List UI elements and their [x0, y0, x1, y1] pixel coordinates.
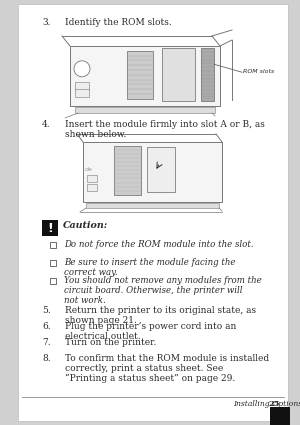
Bar — [70, 46, 220, 106]
Text: 8.: 8. — [42, 354, 51, 363]
Bar — [75, 107, 215, 113]
Text: ROM slots: ROM slots — [243, 69, 274, 74]
Text: Insert the module firmly into slot A or B, as: Insert the module firmly into slot A or … — [65, 120, 265, 129]
Bar — [114, 146, 141, 195]
Bar — [75, 89, 89, 97]
Text: Plug the printer’s power cord into an: Plug the printer’s power cord into an — [65, 322, 236, 331]
Bar — [270, 407, 290, 425]
Bar — [83, 142, 222, 202]
Bar — [200, 48, 214, 101]
Bar — [86, 203, 219, 208]
Circle shape — [74, 61, 90, 77]
Text: Installing Options: Installing Options — [233, 400, 300, 408]
Text: circuit board. Otherwise, the printer will: circuit board. Otherwise, the printer wi… — [64, 286, 242, 295]
Text: Be sure to insert the module facing the: Be sure to insert the module facing the — [64, 258, 236, 267]
Text: de: de — [85, 167, 93, 172]
Bar — [147, 147, 175, 192]
Bar — [50, 242, 56, 248]
Bar — [42, 220, 58, 236]
Bar — [161, 48, 194, 101]
Text: 5.: 5. — [42, 306, 51, 315]
Text: shown below.: shown below. — [65, 130, 126, 139]
Bar — [87, 175, 97, 182]
Text: Turn on the printer.: Turn on the printer. — [65, 338, 156, 347]
Text: not work.: not work. — [64, 296, 106, 305]
Text: shown page 21.: shown page 21. — [65, 316, 137, 325]
Text: correct way.: correct way. — [64, 268, 118, 277]
Text: 3.: 3. — [42, 18, 50, 27]
Text: To confirm that the ROM module is installed: To confirm that the ROM module is instal… — [65, 354, 269, 363]
Bar — [75, 82, 89, 90]
Text: 4.: 4. — [42, 120, 51, 129]
Text: 25: 25 — [268, 400, 280, 408]
Text: !: ! — [47, 221, 53, 235]
Bar — [127, 51, 152, 99]
Text: 6.: 6. — [42, 322, 51, 331]
Bar — [87, 184, 97, 191]
Text: Return the printer to its original state, as: Return the printer to its original state… — [65, 306, 256, 315]
Text: Caution:: Caution: — [63, 221, 108, 230]
Text: electrical outlet.: electrical outlet. — [65, 332, 141, 341]
Text: 7.: 7. — [42, 338, 51, 347]
Text: “Printing a status sheet” on page 29.: “Printing a status sheet” on page 29. — [65, 374, 235, 383]
Text: Do not force the ROM module into the slot.: Do not force the ROM module into the slo… — [64, 240, 254, 249]
Bar — [50, 260, 56, 266]
Text: Identify the ROM slots.: Identify the ROM slots. — [65, 18, 172, 27]
Bar — [50, 278, 56, 284]
Text: correctly, print a status sheet. See: correctly, print a status sheet. See — [65, 364, 223, 373]
Text: You should not remove any modules from the: You should not remove any modules from t… — [64, 276, 262, 285]
